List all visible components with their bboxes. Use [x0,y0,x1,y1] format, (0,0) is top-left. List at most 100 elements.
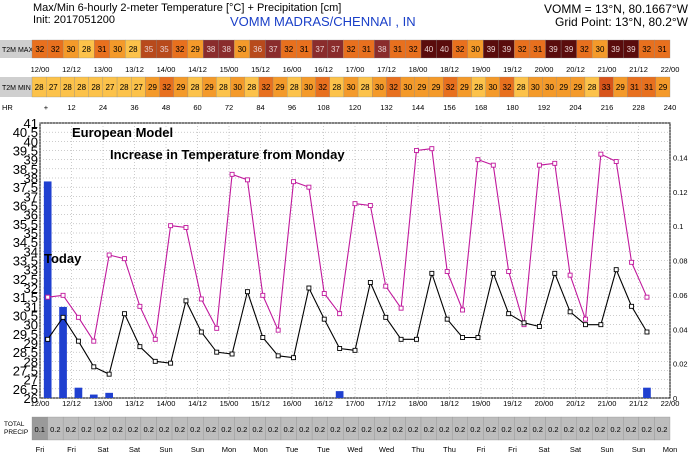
min-temp-point [506,311,512,317]
x-tick-label: 16/12 [314,399,333,408]
min-strip-value: 29 [432,83,441,92]
strip-date-label: 15/00 [220,65,239,74]
y-left-tick-label: 31.5 [13,290,38,305]
x-tick-label: 17/12 [377,399,396,408]
x-tick-label: 12/00 [31,399,50,408]
min-temp-point [583,322,588,328]
min-temp-line [47,267,648,375]
y-left-tick-label: 29.5 [13,327,38,342]
day-label: Sun [159,445,172,454]
precip-strip-value: 0.2 [486,425,496,434]
hr-value: 36 [130,103,138,112]
x-tick-label: 14/00 [157,399,176,408]
max-temp-point [613,159,619,164]
day-label: Mon [253,445,268,454]
max-strip-value: 30 [66,45,75,54]
precip-strip-value: 0.2 [81,425,91,434]
precip-strip-value: 0.1 [35,425,45,434]
min-temp-point [45,336,51,342]
max-strip-value: 32 [642,45,651,54]
min-temp-point [106,371,112,377]
max-temp-point [567,272,573,278]
strip-date-label: 14/00 [157,65,176,74]
y-left-tick-label: 35.5 [13,217,38,232]
strip-date-label: 20/00 [535,65,554,74]
strip-date-label: 18/12 [440,65,459,74]
precip-strip-value: 0.2 [595,425,605,434]
hr-value: 240 [664,103,677,112]
max-strip-value: 30 [471,45,480,54]
hr-value: 216 [601,103,614,112]
max-strip-value: 32 [518,45,527,54]
y-right-tick-label: 0 [673,394,677,403]
max-temp-point [122,256,127,262]
max-temp-point [137,303,143,309]
min-strip-value: 28 [219,83,228,92]
min-temp-point [214,349,220,355]
strip-date-label: 21/12 [629,65,648,74]
x-tick-label: 15/00 [220,399,239,408]
y-right-tick-label: 0.04 [673,325,688,334]
min-strip-value: 31 [630,83,639,92]
min-temp-point [598,322,604,328]
y-left-tick-label: 38 [24,171,38,186]
max-strip-label-bg [0,40,32,58]
min-strip-value: 29 [573,83,582,92]
x-tick-label: 19/00 [472,399,491,408]
min-temp-point [75,338,81,344]
strip-date-label: 15/12 [251,65,270,74]
min-strip-value: 29 [276,83,285,92]
min-strip-value: 28 [517,83,526,92]
min-temp-point [168,360,174,366]
day-label: Tue [317,445,330,454]
hr-value: 84 [256,103,264,112]
precip-bar [335,391,344,398]
min-strip-value: 32 [318,83,327,92]
max-strip-label: T2M MAX [2,47,33,54]
min-strip-value: 29 [205,83,214,92]
max-strip-value: 39 [627,45,636,54]
precip-strip-value: 0.2 [517,425,527,434]
y-left-tick-label: 38.5 [13,162,38,177]
precip-strip-value: 0.2 [97,425,107,434]
max-temp-point [306,184,312,190]
precip-strip-value: 0.2 [252,425,262,434]
strip-date-label: 13/00 [94,65,113,74]
precip-strip-value: 0.2 [66,425,76,434]
y-right-tick-label: 0.14 [673,153,688,162]
day-label: Thu [443,445,456,454]
precip-strip-value: 0.2 [657,425,667,434]
precip-strip-value: 0.2 [408,425,418,434]
y-left-tick-label: 31 [24,299,38,314]
precip-strip-value: 0.2 [190,425,200,434]
precip-strip-value: 0.2 [533,425,543,434]
max-strip-value: 38 [206,45,215,54]
min-temp-point [122,311,127,317]
day-label: Mon [663,445,678,454]
precip-strip-value: 0.2 [361,425,371,434]
y-left-tick-label: 39.5 [13,144,38,159]
min-strip-value: 28 [247,83,256,92]
precip-strip-value: 0.2 [377,425,387,434]
max-temp-point [383,283,389,289]
precip-strip-value: 0.2 [128,425,138,434]
max-strip-value: 38 [222,45,231,54]
precip-strip-value: 0.2 [455,425,465,434]
min-temp-point [152,358,158,364]
max-strip-value: 37 [331,45,340,54]
precip-strip-value: 0.2 [315,425,325,434]
min-strip-value: 33 [602,83,611,92]
max-strip-value: 32 [284,45,293,54]
max-strip-value: 31 [393,45,402,54]
y-left-tick-label: 33.5 [13,254,38,269]
day-label: Sun [191,445,204,454]
max-strip-value: 35 [160,45,169,54]
precip-strip-value: 0.2 [392,425,402,434]
x-tick-label: 18/12 [440,399,459,408]
max-strip-value: 31 [98,45,107,54]
day-label: Thu [412,445,425,454]
chart-title: Max/Min 6-hourly 2-meter Temperature [°C… [33,2,342,14]
x-tick-label: 19/12 [503,399,522,408]
x-tick-label: 17/00 [346,399,365,408]
min-strip-value: 32 [389,83,398,92]
